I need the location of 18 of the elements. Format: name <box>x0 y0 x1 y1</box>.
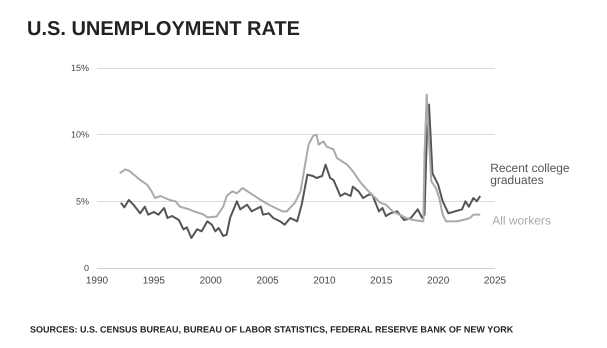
x-tick-label: 2005 <box>256 276 280 286</box>
x-tick-label: 2010 <box>313 276 336 286</box>
x-tick-label: 2000 <box>200 276 222 286</box>
x-tick-label: 2025 <box>484 276 507 286</box>
x-tick-label: 1995 <box>142 276 166 286</box>
y-tick-label: 5% <box>76 196 89 206</box>
x-tick-label: 2020 <box>427 276 450 286</box>
series-label: All workers <box>492 214 551 228</box>
line-series <box>120 104 482 239</box>
line-series <box>118 94 482 222</box>
x-tick-label: 1990 <box>86 276 109 286</box>
y-tick-label: 10% <box>70 130 89 140</box>
x-tick-label: 2015 <box>370 276 393 286</box>
y-tick-label: 0 <box>84 263 89 273</box>
series-label: Recent college graduates <box>490 161 573 187</box>
chart-title: U.S. UNEMPLOYMENT RATE <box>27 18 300 40</box>
source-note: SOURCES: U.S. CENSUS BUREAU, BUREAU OF LABOR STATISTICS, FEDERAL RESERVE BANK OF NEW YORK <box>30 324 514 334</box>
y-tick-label: 15% <box>70 63 89 73</box>
